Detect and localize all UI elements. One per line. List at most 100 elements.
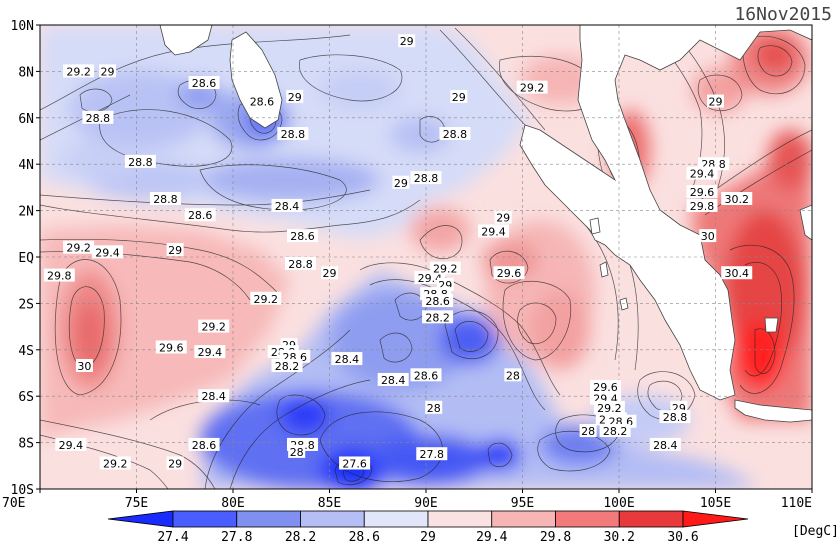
x-tick-label: 85E xyxy=(318,496,341,511)
y-tick-label: 2S xyxy=(18,297,34,312)
contour-label-bg xyxy=(43,268,75,282)
contour-label-bg xyxy=(599,424,631,437)
colorbar-bin xyxy=(363,510,429,528)
contour-label: 28 xyxy=(506,369,520,382)
contour-label: 28.6 xyxy=(192,77,217,90)
contour-label-bg xyxy=(593,400,625,414)
contour-label-bg xyxy=(82,110,114,124)
contour-label: 28.4 xyxy=(335,353,360,366)
colorbar-label: 28.6 xyxy=(349,530,380,545)
colorbar-max-triangle xyxy=(682,510,749,528)
contour-label-bg xyxy=(188,76,220,89)
contour-label: 27.6 xyxy=(342,457,367,470)
contour-label: 29.2 xyxy=(201,321,226,334)
contour-label: 28.6 xyxy=(425,295,450,308)
contour-label-bg xyxy=(166,456,184,470)
contour-label-bg xyxy=(271,359,303,373)
contour-label-bg xyxy=(494,210,512,224)
contour-labels: 29.2 29 28.6 29 28.8 28.6 29 29 29.2 29 28.8 28.8 28… xyxy=(43,34,753,470)
x-tick-label: 100E xyxy=(603,496,634,511)
contour-label: 29.2 xyxy=(66,65,91,78)
contour-label-bg xyxy=(392,175,410,189)
contour-label-bg xyxy=(686,198,718,212)
x-tick-label: 75E xyxy=(125,496,148,511)
contour-label-bg xyxy=(686,166,718,180)
contour-label: 29.4 xyxy=(95,246,120,259)
contour-label: 29.4 xyxy=(198,346,223,359)
nias-island xyxy=(589,217,601,235)
contour-label: 29 xyxy=(288,91,302,104)
contour-label-bg xyxy=(286,89,304,103)
longitude-axis: 70E 75E 80E 85E 90E 95E 100E 105E 110E xyxy=(2,489,813,511)
contour-label: 28.8 xyxy=(288,258,313,271)
contour-label-bg xyxy=(288,444,306,458)
java-landmass xyxy=(734,399,812,423)
contour-label: 29.2 xyxy=(433,263,458,276)
y-tick-label: 8S xyxy=(18,437,34,452)
contour-label: 28.8 xyxy=(281,128,306,141)
contour-label-bg xyxy=(422,294,454,308)
contour-label: 27.8 xyxy=(420,448,445,461)
contour-label-bg xyxy=(429,261,461,275)
contour-label-bg xyxy=(198,319,230,333)
contour-label: 28.8 xyxy=(86,112,111,125)
colorbar-label: 30.6 xyxy=(667,530,698,545)
y-tick-label: 10N xyxy=(11,19,34,34)
contour-label: 28 xyxy=(581,425,595,438)
contour-label-bg xyxy=(331,352,363,366)
y-tick-label: 2N xyxy=(18,205,34,220)
siberut-island xyxy=(599,261,609,278)
contour-label: 28.6 xyxy=(192,439,217,452)
contour-label: 29.8 xyxy=(690,200,715,213)
contour-label: 29.2 xyxy=(66,242,91,255)
contour-label: 28.4 xyxy=(201,390,226,403)
contour-label: 29.2 xyxy=(103,457,128,470)
contour-label-bg xyxy=(184,208,216,222)
colorbar-bin xyxy=(300,510,365,528)
contour-label-bg xyxy=(686,185,718,199)
colorbar-min-triangle xyxy=(107,510,174,528)
india-coast-landmass xyxy=(159,25,213,56)
colorbar-label: 27.4 xyxy=(157,530,188,545)
contour-label: 29.2 xyxy=(597,402,622,415)
contour-label: 29.6 xyxy=(690,186,715,199)
contour-label-bg xyxy=(410,368,442,382)
colorbar-bin xyxy=(172,510,238,528)
contour-label: 28.4 xyxy=(275,200,300,213)
contour-label: 29.4 xyxy=(59,439,84,452)
x-tick-label: 110E xyxy=(781,496,812,511)
contour-label: 28.2 xyxy=(425,311,450,324)
colorbar-label: 28.2 xyxy=(285,530,316,545)
bangka-island xyxy=(764,317,779,333)
contour-label-bg xyxy=(493,266,525,280)
contour-label: 29 xyxy=(394,177,408,190)
contour-label-bg xyxy=(63,240,95,254)
colorbar-label: 29.8 xyxy=(540,530,571,545)
contour-label-bg xyxy=(516,80,548,94)
colorbar-label: 29 xyxy=(420,530,436,545)
colorbar-bin xyxy=(427,510,493,528)
colorbar-bin xyxy=(491,510,556,528)
colorbar-label: 29.4 xyxy=(476,530,507,545)
contour-label-bg xyxy=(124,154,156,168)
contour-label-bg xyxy=(75,359,93,373)
contour-label-bg xyxy=(579,424,597,437)
contour-label-bg xyxy=(246,94,278,108)
contour-label-bg xyxy=(398,34,416,48)
contour-label: 30 xyxy=(701,230,715,243)
contour-label-bg xyxy=(188,437,220,451)
contour-label: 29.4 xyxy=(481,225,506,238)
contour-label-bg xyxy=(286,229,318,243)
contour-label-bg xyxy=(285,256,317,270)
contour-label-bg xyxy=(422,310,454,324)
contour-label: 29 xyxy=(400,35,414,48)
contour-label-bg xyxy=(321,266,338,280)
colorbar: 27.4 27.8 28.2 28.6 29 29.4 29.8 30.2 30.6 xyxy=(107,510,749,545)
contour-label: 28.4 xyxy=(381,374,406,387)
y-tick-label: 6N xyxy=(18,112,34,127)
contour-label: 29.6 xyxy=(497,267,522,280)
units-label: [DegC] xyxy=(792,524,839,539)
contour-label: 29.6 xyxy=(159,341,184,354)
contour-label: 29 xyxy=(709,96,723,109)
